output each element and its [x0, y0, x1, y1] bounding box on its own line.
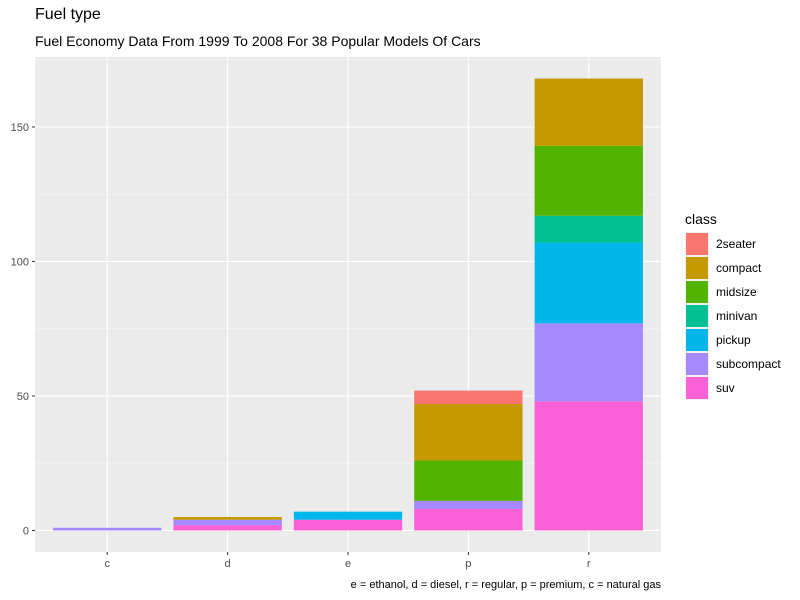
x-tick-label-p: p: [465, 558, 471, 570]
legend: class 2seater compact midsize minivan pickup s…: [685, 211, 781, 400]
legend-swatch-2seater: [686, 233, 708, 255]
legend-swatch-minivan: [686, 305, 708, 327]
legend-label-compact: compact: [716, 261, 762, 275]
chart-caption: e = ethanol, d = diesel, r = regular, p …: [350, 579, 661, 591]
bar-p-suv: [414, 508, 523, 531]
y-tick-label: 0: [23, 525, 29, 537]
bar-c-subcompact: [53, 527, 162, 531]
bar-r-pickup: [534, 242, 643, 324]
y-axis: 0 50 100 150: [11, 122, 35, 537]
bar-r-compact: [534, 78, 643, 146]
y-tick-label: 100: [11, 256, 29, 268]
legend-label-midsize: midsize: [716, 285, 757, 299]
y-tick-label: 150: [11, 122, 29, 134]
legend-label-subcompact: subcompact: [716, 357, 781, 371]
bar-p-subcompact: [414, 500, 523, 509]
bar-p-midsize: [414, 460, 523, 501]
bar-e-pickup: [293, 511, 403, 520]
bar-d-subcompact: [173, 519, 282, 526]
bars: [53, 78, 643, 531]
legend-title: class: [685, 211, 717, 227]
x-tick-label-r: r: [587, 558, 591, 570]
legend-swatch-pickup: [686, 329, 708, 351]
x-tick-label-c: c: [104, 558, 110, 570]
legend-label-suv: suv: [716, 381, 735, 395]
x-tick-label-e: e: [345, 558, 351, 570]
bar-r-minivan: [534, 215, 643, 243]
legend-swatch-subcompact: [686, 353, 708, 375]
chart-subtitle: Fuel Economy Data From 1999 To 2008 For …: [35, 33, 481, 49]
legend-label-2seater: 2seater: [716, 237, 756, 251]
bar-r-suv: [534, 401, 643, 531]
bar-p-compact: [414, 404, 523, 461]
bar-r-subcompact: [534, 323, 643, 402]
bar-d-suv: [173, 525, 282, 531]
bar-e-suv: [293, 519, 403, 531]
legend-swatch-compact: [686, 257, 708, 279]
x-tick-label-d: d: [225, 558, 231, 570]
bar-r-midsize: [534, 145, 643, 216]
bar-p-2seater: [414, 390, 523, 405]
chart-title: Fuel type: [35, 6, 101, 23]
bar-d-compact: [173, 517, 282, 520]
legend-label-pickup: pickup: [716, 333, 751, 347]
y-tick-label: 50: [17, 391, 29, 403]
legend-swatch-midsize: [686, 281, 708, 303]
legend-swatch-suv: [686, 377, 708, 399]
legend-label-minivan: minivan: [716, 309, 757, 323]
